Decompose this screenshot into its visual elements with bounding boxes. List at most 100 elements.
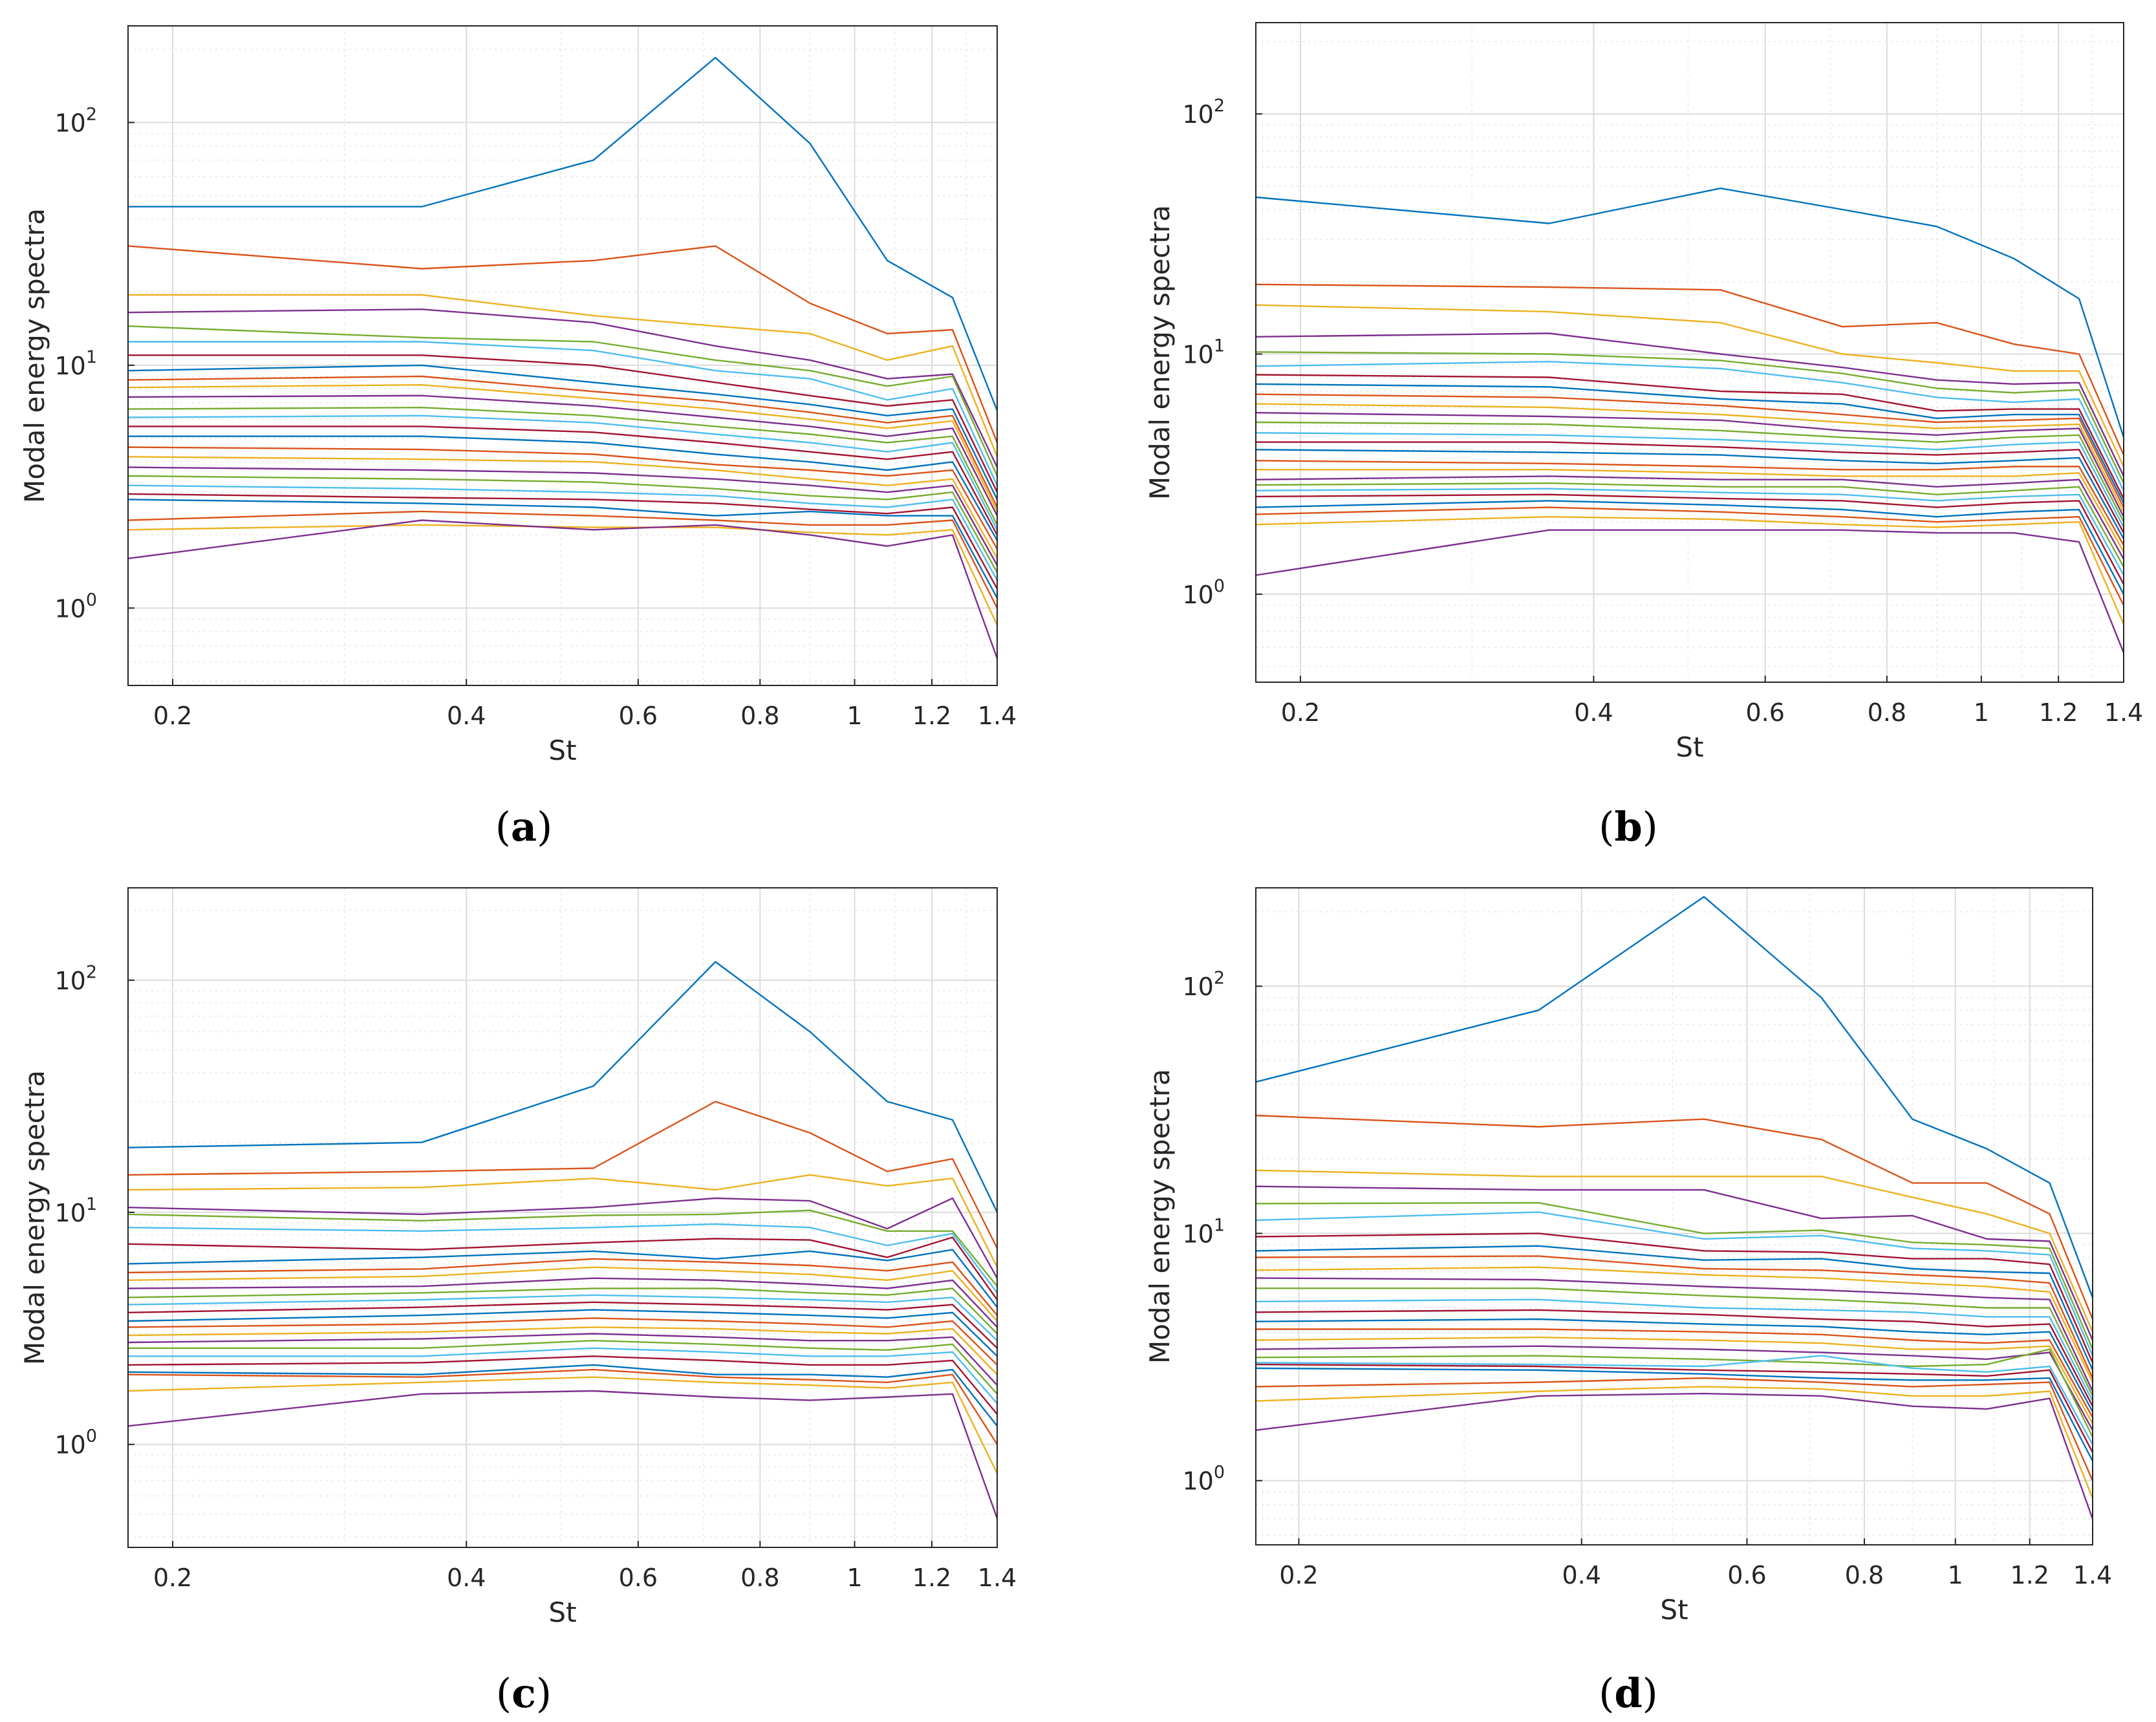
x-tick-label: 0.2 [153, 1564, 192, 1592]
series-line-10 [1255, 1266, 2094, 1383]
x-tick-label: 1 [846, 1564, 862, 1592]
series-line-10 [1255, 403, 2125, 513]
series-line-23 [127, 510, 998, 608]
series-line-12 [1256, 1287, 2094, 1397]
series-line-25 [1255, 529, 2125, 653]
y-tick-label: 101 [54, 347, 97, 380]
y-tick-label: 100 [1182, 576, 1225, 609]
series-line-6 [1255, 361, 2125, 491]
series-line-9 [1255, 393, 2125, 508]
series-line-3 [128, 294, 998, 457]
axes-box [127, 887, 998, 1548]
x-tick-label: 0.8 [740, 1564, 779, 1592]
series-line-5 [127, 1209, 998, 1287]
grid [1256, 23, 2124, 682]
series-line-22 [1255, 500, 2125, 595]
series-line-7 [1255, 1232, 2094, 1363]
series-line-2 [127, 1101, 998, 1249]
series-line-25 [127, 1390, 998, 1519]
x-tick-label: 1 [1974, 698, 1989, 727]
series-line-9 [127, 1258, 998, 1316]
x-tick-label: 0.6 [1745, 698, 1784, 727]
series-line-14 [1255, 1309, 2094, 1407]
series-line-4 [127, 308, 998, 468]
x-tick-label: 0.8 [740, 702, 779, 730]
series-line-12 [127, 1287, 998, 1335]
series-line-7 [128, 354, 998, 493]
y-tick-label: 101 [54, 1194, 97, 1227]
series-line-22 [127, 1364, 998, 1427]
y-tick-label: 102 [1182, 96, 1225, 129]
series-line-11 [127, 1277, 998, 1328]
series-line-23 [1255, 1377, 2094, 1481]
series-line-3 [1255, 304, 2125, 468]
series-line-24 [1255, 516, 2125, 625]
x-tick-label: 1.4 [2073, 1561, 2112, 1589]
y-tick-label: 102 [54, 104, 97, 137]
x-tick-label: 0.8 [1868, 698, 1906, 727]
x-tick-label: 0.6 [1727, 1561, 1766, 1589]
x-tick-label: 1.2 [2010, 1561, 2049, 1589]
x-tick-label: 0.2 [1279, 1561, 1318, 1589]
series-line-21 [127, 493, 998, 590]
series-line-14 [1256, 441, 2125, 533]
series-line-24 [1255, 1386, 2094, 1499]
series-line-18 [127, 1333, 998, 1386]
series-line-19 [1255, 1348, 2094, 1437]
y-axis-label: Modal energy spectra [19, 208, 50, 503]
series-line-4 [1255, 332, 2125, 477]
series-line-5 [127, 325, 998, 477]
series-line-14 [128, 425, 998, 535]
series-line-8 [127, 364, 998, 500]
series-line-13 [1255, 432, 2125, 528]
series-line-8 [1255, 1245, 2094, 1371]
series-group [127, 56, 998, 659]
series-line-3 [1255, 1169, 2094, 1333]
series-line-19 [1255, 482, 2125, 568]
series-line-1 [128, 56, 998, 411]
y-tick-label: 100 [54, 590, 97, 623]
series-line-11 [1255, 1277, 2094, 1392]
x-tick-label: 1.2 [912, 702, 951, 730]
x-tick-label: 0.2 [1281, 698, 1320, 727]
axes-box [127, 25, 998, 686]
series-line-14 [127, 1301, 998, 1349]
series-line-13 [1255, 1298, 2094, 1402]
series-line-19 [128, 1339, 998, 1395]
series-line-16 [1255, 460, 2125, 546]
series-line-17 [1255, 1336, 2094, 1425]
x-tick-label: 0.4 [1562, 1561, 1601, 1589]
series-line-9 [1255, 1255, 2094, 1379]
x-axis-label: St [548, 735, 576, 766]
series-line-21 [1255, 493, 2125, 585]
series-line-16 [127, 446, 998, 550]
series-line-20 [127, 484, 998, 581]
x-axis-label: St [1676, 731, 1703, 763]
series-line-2 [1255, 283, 2125, 456]
series-line-21 [1255, 1363, 2094, 1453]
series-line-17 [1256, 469, 2125, 553]
panel-caption: (c) [496, 1670, 552, 1717]
y-tick-label: 100 [1182, 1463, 1225, 1496]
series-line-20 [128, 1347, 998, 1405]
series-line-19 [127, 475, 998, 574]
series-line-1 [127, 961, 998, 1213]
series-line-2 [127, 245, 998, 443]
series-line-6 [128, 341, 998, 486]
series-line-18 [1255, 475, 2125, 560]
series-line-18 [127, 466, 998, 566]
series-line-8 [127, 1249, 998, 1308]
series-line-22 [127, 499, 998, 599]
y-tick-label: 101 [1182, 336, 1225, 369]
series-line-4 [1255, 1185, 2094, 1340]
series-line-10 [127, 384, 998, 512]
panel-caption: (b) [1599, 803, 1658, 850]
y-axis-label: Modal energy spectra [1144, 205, 1176, 500]
series-line-24 [127, 1376, 998, 1474]
series-line-4 [127, 1197, 998, 1279]
x-tick-label: 0.6 [619, 702, 658, 730]
x-tick-label: 0.2 [153, 702, 192, 730]
y-axis-label: Modal energy spectra [19, 1070, 50, 1365]
axes-box [1255, 22, 2124, 683]
